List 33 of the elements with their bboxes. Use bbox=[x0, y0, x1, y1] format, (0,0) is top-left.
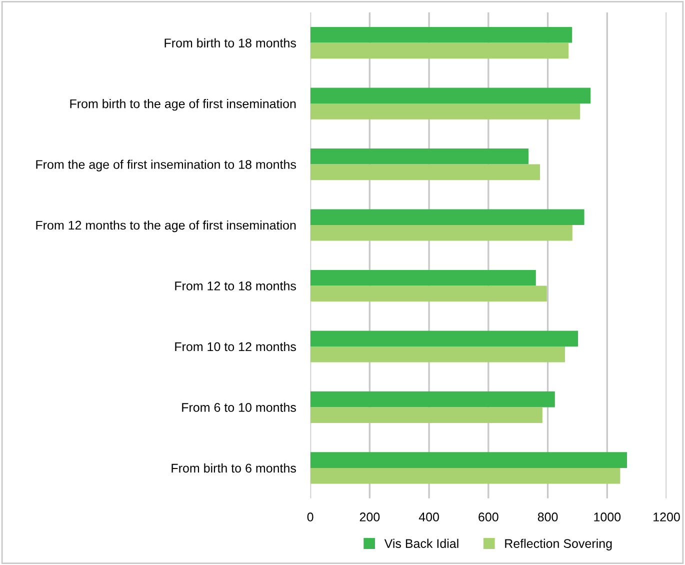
x-tick-label: 400 bbox=[418, 512, 439, 522]
bar bbox=[310, 104, 580, 120]
bar bbox=[310, 270, 536, 286]
bar bbox=[310, 391, 555, 408]
bar bbox=[310, 209, 584, 226]
y-tick-label: From the age of first insemination to 18 months bbox=[36, 160, 296, 172]
bar bbox=[310, 148, 528, 164]
y-tick-label: From 10 to 12 months bbox=[175, 342, 296, 352]
y-tick-label: From birth to 18 months bbox=[164, 38, 296, 48]
x-tick-label: 1200 bbox=[654, 512, 680, 522]
bar bbox=[310, 468, 620, 484]
bar bbox=[310, 346, 565, 362]
legend-label: Reflection Sovering bbox=[505, 538, 612, 550]
x-tick-label: 1000 bbox=[594, 512, 621, 522]
bar bbox=[310, 330, 578, 346]
y-tick-label: From 12 months to the age of first insemination bbox=[36, 220, 296, 232]
bar bbox=[310, 225, 572, 241]
bar bbox=[310, 452, 628, 468]
bar bbox=[310, 407, 542, 424]
bar bbox=[310, 88, 591, 104]
y-tick-label: From 12 to 18 months bbox=[175, 281, 296, 290]
legend-label: Vis Back Idial bbox=[384, 538, 458, 548]
bar bbox=[310, 42, 569, 59]
y-tick-label: From birth to the age of first insemination bbox=[70, 99, 296, 111]
x-tick-label: 0 bbox=[307, 512, 314, 522]
bar bbox=[310, 27, 572, 43]
bar bbox=[310, 286, 547, 302]
bar bbox=[310, 164, 540, 180]
y-tick-label: From birth to 6 months bbox=[172, 463, 296, 473]
x-tick-label: 200 bbox=[360, 512, 380, 522]
y-tick-label: From 6 to 10 months bbox=[182, 402, 296, 412]
x-tick-label: 800 bbox=[538, 512, 558, 522]
x-tick-label: 600 bbox=[478, 512, 498, 522]
